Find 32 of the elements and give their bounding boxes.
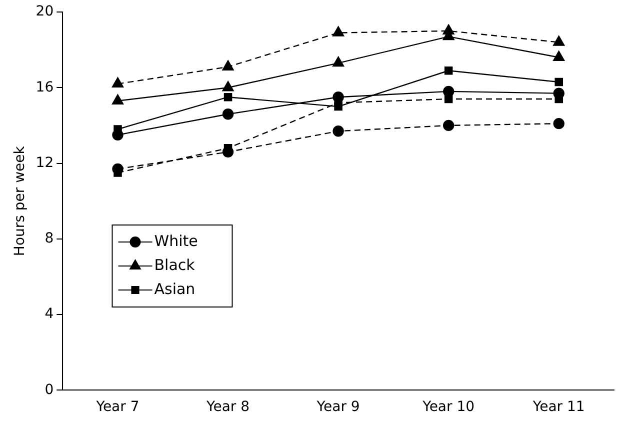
y-tick-label: 16: [36, 79, 54, 96]
point: [222, 81, 234, 92]
y-axis-title: Hours per week: [12, 145, 28, 256]
point: [334, 102, 342, 111]
x-tick-label: Year 7: [95, 399, 140, 416]
y-tick-label: 4: [44, 306, 54, 322]
x-tick-label: Year 11: [532, 399, 585, 416]
x-tick-label: Year 10: [422, 399, 475, 416]
point: [442, 120, 454, 132]
point: [222, 108, 234, 120]
point: [554, 78, 563, 86]
legend-label: Black: [154, 256, 196, 274]
point: [332, 126, 344, 137]
legend-label: White: [154, 232, 198, 250]
legend-label: Asian: [154, 280, 196, 298]
point: [332, 26, 344, 36]
point: [553, 88, 564, 99]
point: [553, 118, 564, 130]
x-tick-label: Year 9: [316, 399, 360, 416]
y-tick-label: 12: [36, 154, 54, 171]
y-tick-label: 0: [44, 382, 54, 398]
x-tick-label: Year 8: [206, 399, 250, 416]
point: [332, 56, 344, 67]
point: [112, 77, 124, 88]
point: [553, 36, 565, 46]
y-tick-label: 8: [44, 230, 54, 247]
point: [444, 66, 453, 75]
y-tick-label: 20: [36, 4, 54, 20]
point: [553, 50, 565, 61]
point: [222, 60, 234, 70]
point: [224, 92, 232, 102]
point: [112, 94, 124, 104]
